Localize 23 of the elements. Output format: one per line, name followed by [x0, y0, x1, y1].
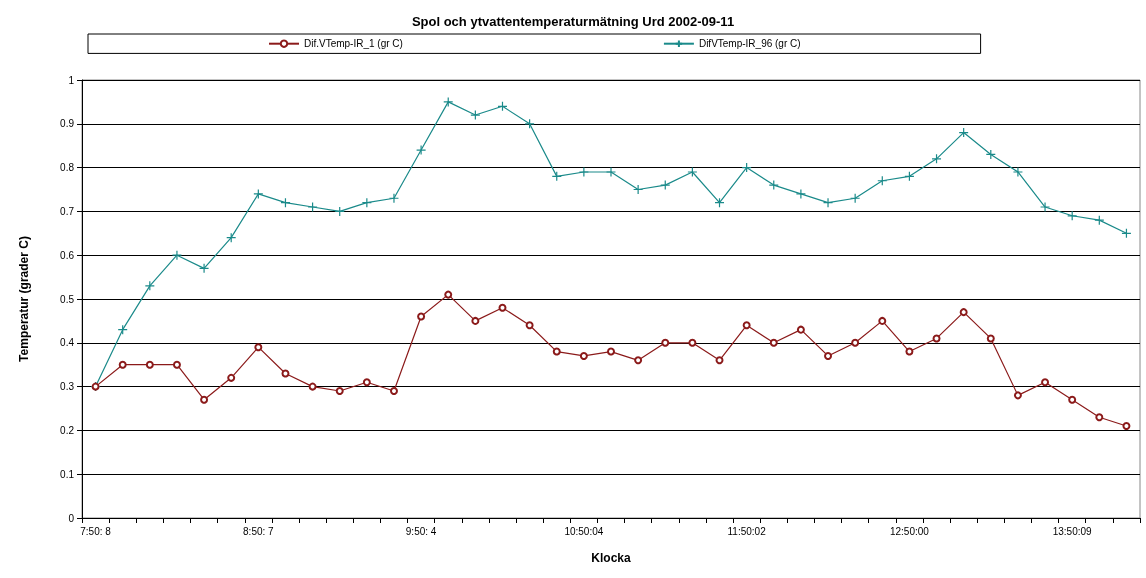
- legend-label: DifVTemp-IR_96 (gr C): [698, 38, 801, 50]
- y-tick-label: 0: [68, 512, 75, 524]
- x-tick-label: 11:50:02: [727, 525, 767, 537]
- legend-label: Dif.VTemp-IR_1 (gr C): [304, 38, 403, 50]
- x-tick-label: 10:50:04: [564, 525, 604, 537]
- y-axis-title: Temperatur (grader C): [17, 236, 31, 362]
- y-tick-label: 0.8: [60, 162, 75, 174]
- y-tick-label: 0.4: [60, 337, 75, 349]
- y-tick-label: 0.3: [60, 381, 75, 393]
- y-tick-label: 0.9: [60, 118, 75, 130]
- x-tick-label: 13:50:09: [1052, 525, 1093, 537]
- x-tick-label: 8:50: 7: [243, 525, 275, 537]
- x-tick-label: 12:50:00: [889, 525, 930, 537]
- y-tick-label: 0.2: [60, 424, 75, 436]
- y-tick-label: 0.5: [60, 293, 75, 305]
- chart-title: Spol och ytvattentemperaturmätning Urd 2002-09-11: [411, 14, 735, 29]
- y-tick-label: 1: [68, 74, 75, 86]
- y-tick-label: 0.1: [60, 468, 75, 480]
- x-axis-title: Klocka: [591, 551, 631, 565]
- y-tick-label: 0.7: [60, 205, 75, 217]
- x-tick-label: 9:50: 4: [405, 525, 437, 537]
- x-tick-label: 7:50: 8: [80, 525, 112, 537]
- y-tick-label: 0.6: [60, 249, 75, 261]
